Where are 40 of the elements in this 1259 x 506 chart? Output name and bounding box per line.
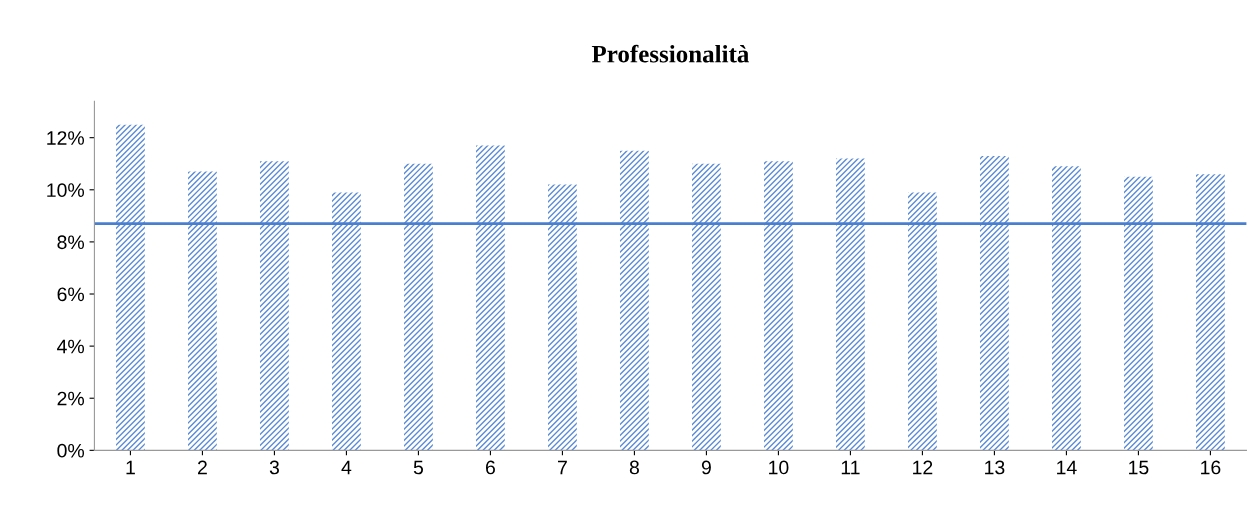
bar — [260, 161, 289, 451]
y-tick-label: 10% — [47, 183, 85, 198]
bar — [116, 124, 145, 451]
x-tick-label: 16 — [1201, 460, 1221, 475]
bar — [764, 161, 793, 451]
x-tick-label: 11 — [841, 460, 860, 475]
x-tick-label: 2 — [198, 460, 207, 475]
bar — [548, 184, 577, 451]
x-tick-label: 9 — [701, 460, 711, 475]
x-tick-label: 4 — [341, 460, 352, 475]
chart-title: Professionalità — [591, 44, 749, 63]
y-tick-label: 6% — [57, 287, 85, 302]
bar — [692, 163, 721, 451]
bar — [1124, 176, 1153, 451]
x-tick-label: 14 — [1057, 460, 1077, 475]
y-tick-label: 4% — [57, 339, 85, 354]
x-tick-label: 1 — [126, 460, 135, 475]
x-tick-label: 10 — [769, 460, 789, 475]
bar — [188, 171, 217, 451]
x-tick-label: 15 — [1129, 460, 1149, 475]
bar — [1196, 174, 1225, 451]
x-tick-label: 5 — [413, 460, 424, 475]
x-tick-label: 8 — [629, 460, 639, 475]
x-tick-label: 3 — [269, 460, 279, 475]
y-tick-label: 0% — [57, 443, 85, 458]
bar — [980, 155, 1009, 451]
x-tick-label: 7 — [558, 460, 567, 475]
y-tick-label: 12% — [47, 131, 85, 145]
bar — [476, 145, 505, 451]
x-tick-label: 13 — [985, 460, 1005, 475]
bar — [404, 163, 433, 451]
y-tick-label: 8% — [57, 235, 85, 250]
bar — [620, 150, 649, 451]
x-tick-label: 12 — [913, 460, 933, 475]
bar — [836, 158, 865, 451]
bar — [908, 192, 937, 451]
y-tick-label: 2% — [57, 391, 85, 406]
x-tick-label: 6 — [486, 460, 495, 475]
bar — [1052, 166, 1081, 451]
bar — [332, 192, 361, 451]
